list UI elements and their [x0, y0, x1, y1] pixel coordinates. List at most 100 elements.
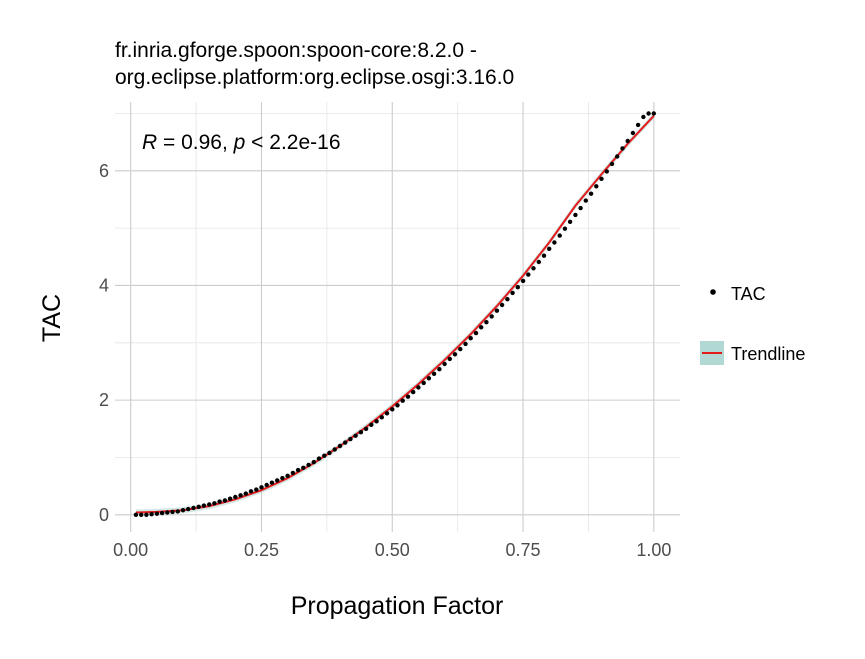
- data-point: [395, 403, 400, 408]
- x-tick-label: 0.50: [375, 540, 410, 560]
- data-point: [515, 285, 520, 290]
- y-axis-tick-labels: 0 2 4 6: [99, 161, 109, 525]
- trendline: [135, 115, 655, 514]
- data-point: [437, 367, 442, 372]
- data-point: [384, 411, 390, 416]
- data-point: [426, 376, 432, 381]
- y-tick-label: 6: [99, 161, 109, 181]
- data-point: [191, 505, 196, 511]
- legend-tac-point-icon: [710, 289, 716, 295]
- data-point: [343, 440, 348, 445]
- data-point: [557, 233, 562, 238]
- data-point: [363, 426, 369, 431]
- data-point: [154, 511, 160, 516]
- data-point: [201, 503, 207, 508]
- data-point: [238, 493, 243, 498]
- data-point: [400, 398, 405, 403]
- data-point: [421, 380, 426, 386]
- data-point: [170, 509, 175, 515]
- title-line-2: org.eclipse.platform:org.eclipse.osgi:3.…: [115, 66, 514, 89]
- data-point: [505, 297, 510, 302]
- trendline-layer: [135, 112, 655, 516]
- data-point: [207, 502, 212, 507]
- data-point: [348, 436, 353, 442]
- data-point: [149, 512, 154, 517]
- data-point: [316, 456, 322, 461]
- data-point: [447, 356, 452, 362]
- data-point: [159, 510, 165, 516]
- p-label: p: [233, 131, 246, 154]
- data-point: [322, 453, 327, 458]
- data-point: [212, 501, 217, 506]
- data-point: [290, 470, 296, 476]
- y-tick-label: 0: [99, 505, 109, 525]
- data-point: [489, 314, 494, 319]
- chart-title: fr.inria.gforge.spoon:spoon-core:8.2.0 -…: [115, 39, 514, 89]
- grid: [115, 102, 680, 532]
- data-point: [536, 259, 541, 265]
- data-point: [599, 176, 604, 181]
- data-point: [165, 510, 170, 515]
- data-point: [578, 205, 583, 211]
- data-point: [233, 494, 238, 500]
- data-point: [531, 266, 536, 271]
- data-point: [635, 122, 641, 128]
- data-point: [374, 419, 379, 424]
- title-line-1: fr.inria.gforge.spoon:spoon-core:8.2.0 -: [115, 39, 477, 62]
- data-point: [337, 443, 343, 449]
- data-points-layer: [133, 111, 656, 517]
- data-point: [144, 512, 149, 517]
- data-point: [646, 111, 651, 116]
- data-point: [630, 130, 636, 136]
- data-point: [306, 462, 311, 468]
- data-point: [332, 447, 337, 452]
- data-point: [442, 361, 447, 367]
- data-point: [458, 346, 463, 352]
- data-point: [620, 146, 625, 151]
- data-point: [526, 272, 531, 277]
- data-point: [217, 499, 222, 504]
- data-point: [479, 325, 484, 330]
- r-label: R: [142, 131, 157, 154]
- data-point: [353, 433, 358, 438]
- data-point: [609, 161, 615, 167]
- x-tick-label: 0.25: [244, 540, 279, 560]
- data-point: [369, 422, 374, 427]
- x-axis-title: Propagation Factor: [291, 592, 504, 620]
- data-point: [186, 506, 191, 512]
- data-point: [390, 407, 395, 412]
- data-point: [275, 478, 280, 483]
- data-point: [259, 485, 264, 490]
- data-point: [463, 341, 468, 347]
- data-point: [567, 219, 573, 224]
- data-point: [327, 450, 332, 456]
- data-point: [588, 191, 594, 196]
- data-point: [180, 508, 186, 513]
- data-point: [139, 512, 144, 517]
- p-value: < 2.2e-16: [245, 131, 340, 154]
- data-point: [311, 459, 316, 465]
- legend: TAC Trendline: [700, 284, 805, 365]
- data-point: [641, 114, 646, 120]
- data-point: [583, 198, 588, 203]
- x-tick-label: 1.00: [636, 540, 671, 560]
- data-point: [248, 489, 254, 494]
- data-point: [562, 226, 568, 231]
- data-point: [254, 487, 259, 492]
- y-tick-label: 2: [99, 390, 109, 410]
- y-tick-label: 4: [99, 275, 109, 295]
- data-point: [552, 240, 557, 245]
- data-point: [411, 389, 416, 395]
- data-point: [499, 302, 505, 308]
- data-point: [594, 184, 599, 189]
- data-point: [379, 415, 384, 420]
- data-point: [484, 320, 489, 325]
- data-point: [547, 246, 552, 251]
- data-point: [222, 498, 228, 503]
- data-point: [520, 278, 526, 284]
- data-point: [285, 473, 290, 478]
- data-point: [604, 169, 609, 174]
- data-point: [295, 467, 301, 473]
- legend-label-trendline: Trendline: [731, 344, 805, 364]
